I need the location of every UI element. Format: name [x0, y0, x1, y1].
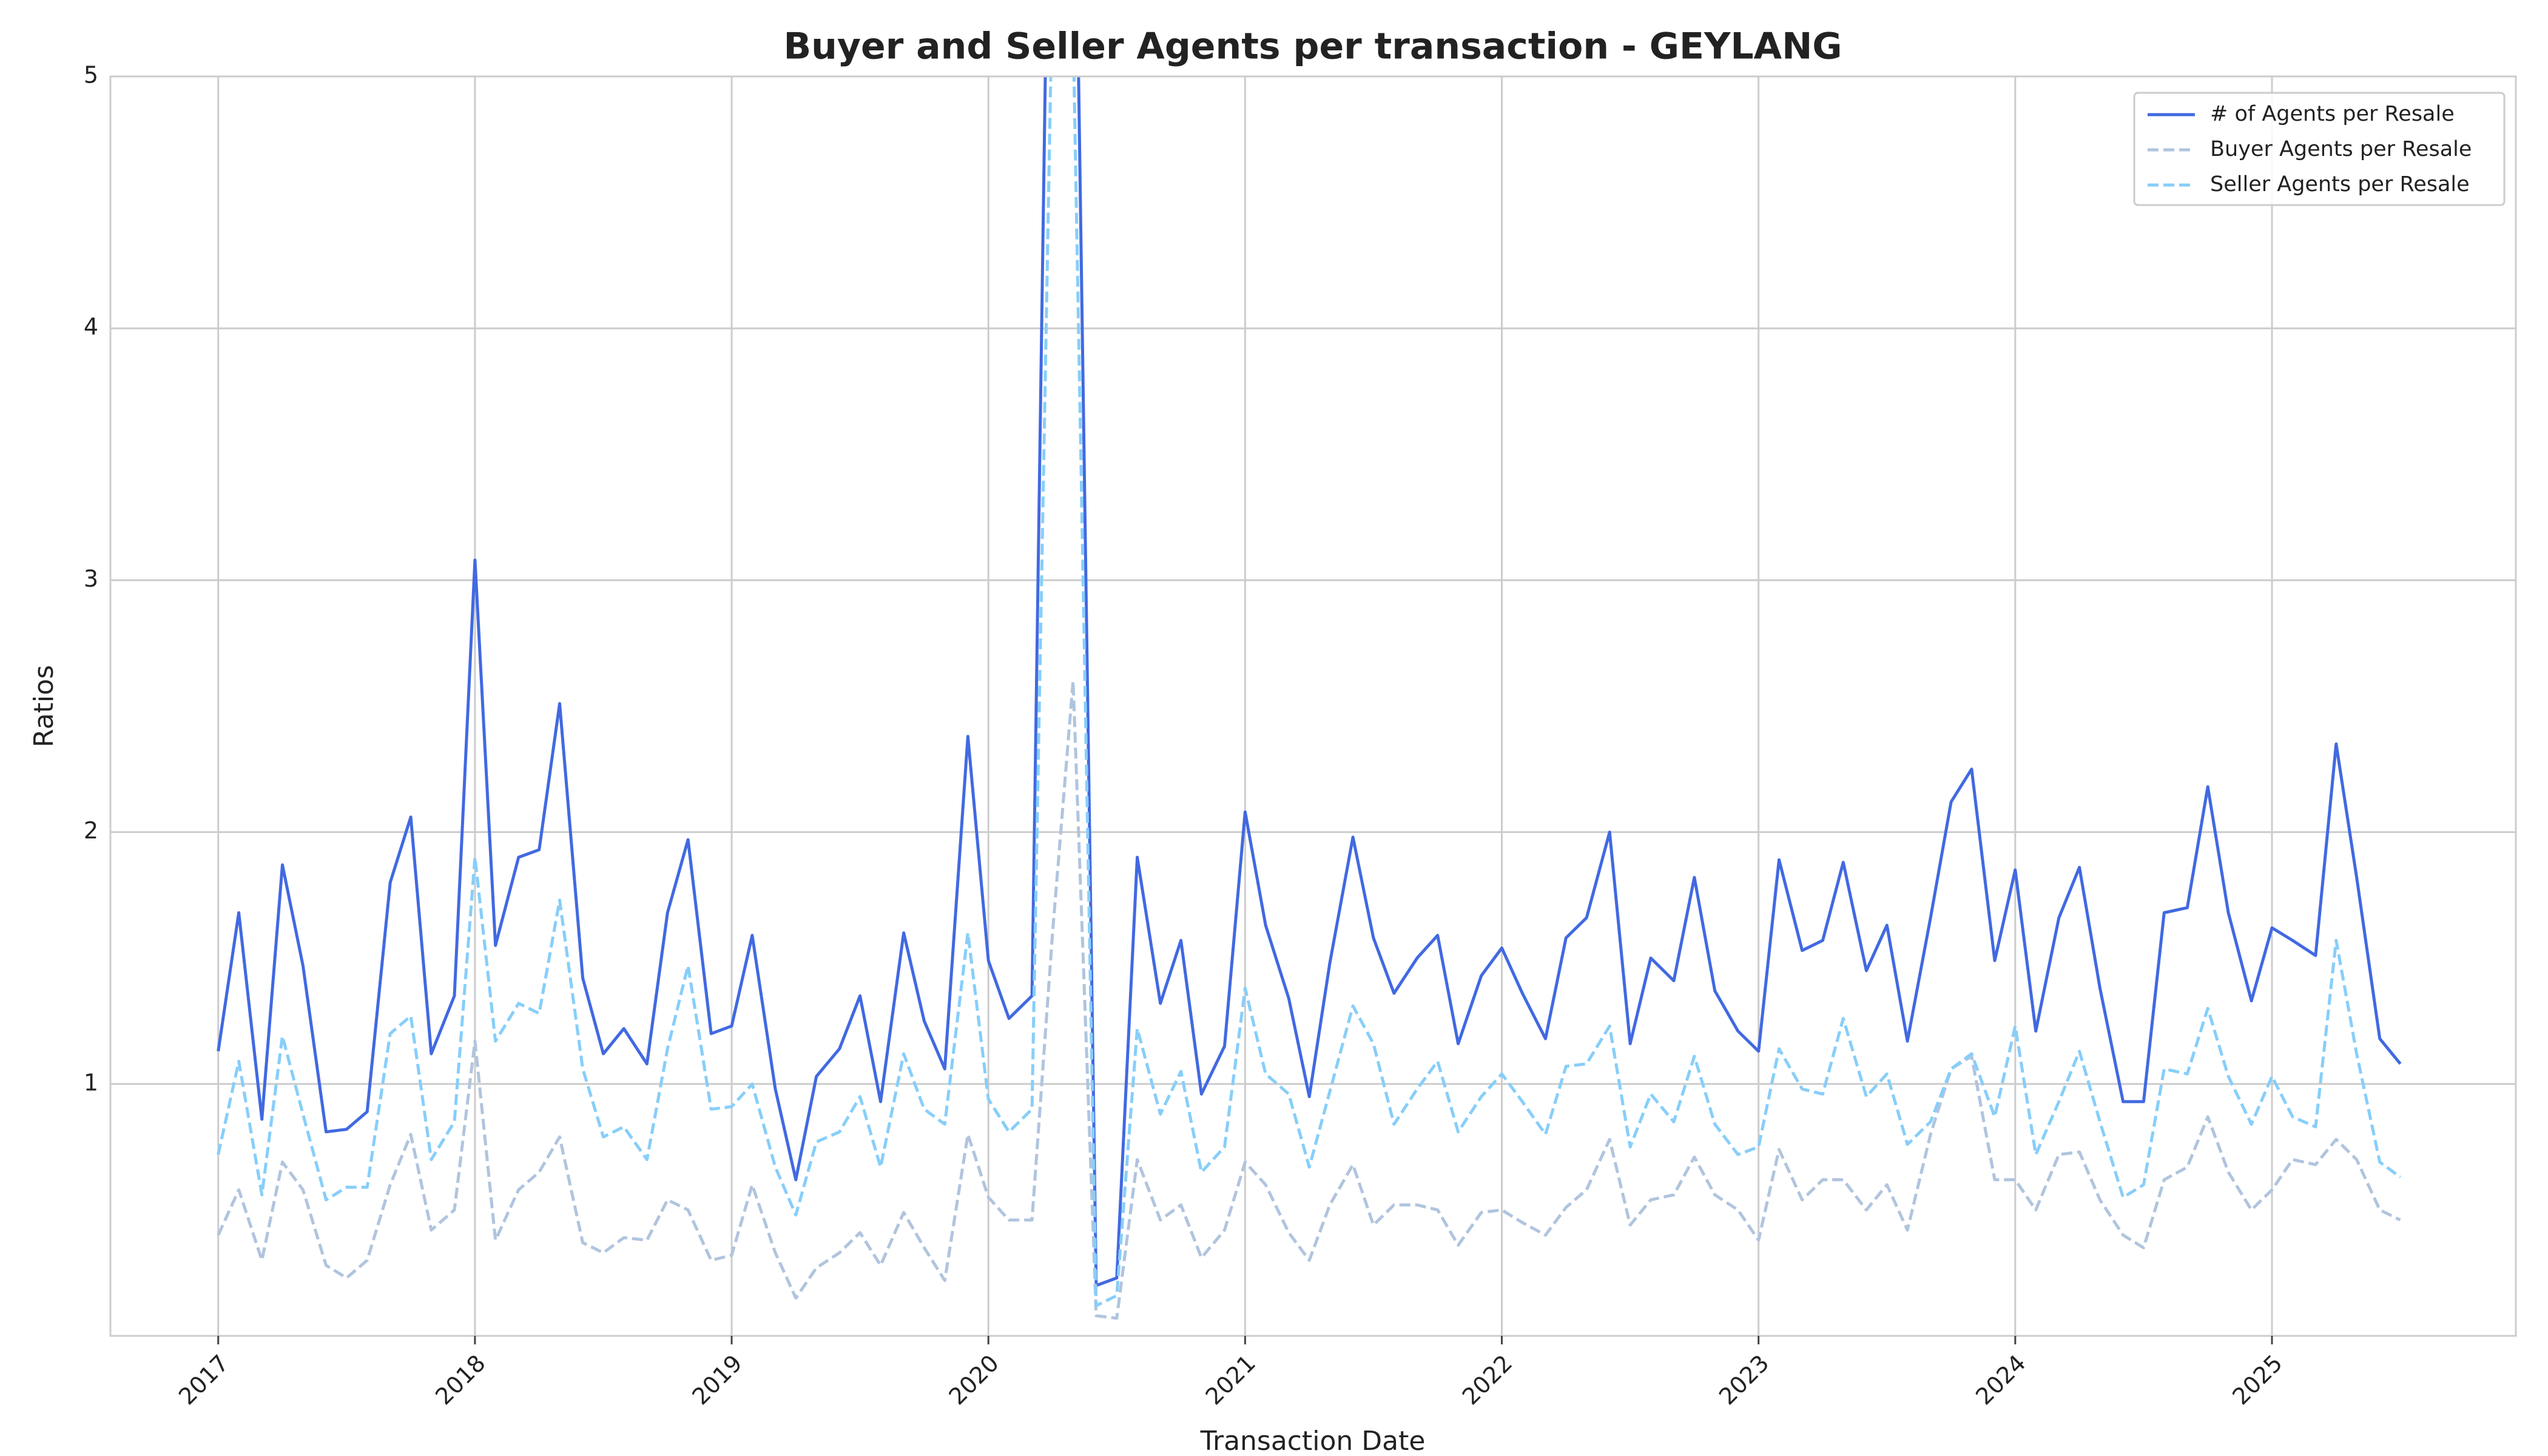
chart-title: Buyer and Seller Agents per transaction … [783, 25, 1842, 68]
legend-label: # of Agents per Resale [2210, 102, 2455, 126]
y-tick-label: 3 [84, 565, 98, 592]
legend-box [2133, 92, 2506, 206]
legend-label: Seller Agents per Resale [2210, 172, 2470, 197]
y-axis-label: Ratios [29, 665, 59, 747]
series-line [217, 76, 2402, 1307]
legend-label: Buyer Agents per Resale [2210, 137, 2472, 161]
legend: # of Agents per Resale Buyer Agents per R… [2133, 92, 2506, 206]
y-tick-label: 1 [84, 1069, 98, 1096]
series-line [217, 679, 2401, 1320]
series-line [217, 76, 2402, 1287]
y-tick-label: 4 [84, 314, 98, 340]
y-tick-label: 2 [84, 817, 98, 844]
x-axis-label: Transaction Date [1200, 1426, 1426, 1456]
y-tick-label: 5 [84, 62, 98, 89]
plot-area [217, 76, 2402, 1320]
plot-frame [109, 75, 2517, 1337]
